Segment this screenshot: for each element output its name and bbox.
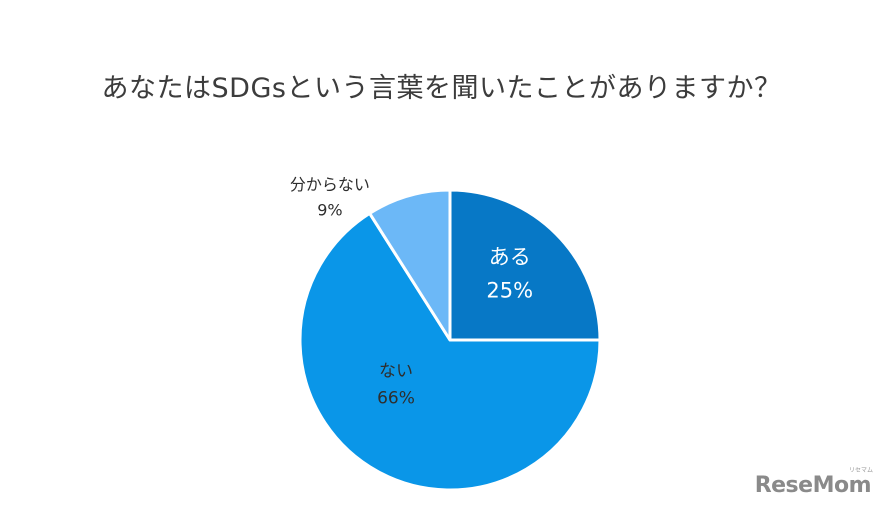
logo-small-text: リセマム — [848, 467, 873, 474]
slice-value-label: 9% — [317, 201, 342, 220]
label-nai: ない 66% — [377, 361, 415, 408]
slice-category-label: 分からない — [290, 175, 370, 194]
slice-category-label: ない — [379, 361, 413, 381]
slice-category-label: ある — [489, 245, 531, 269]
slice-nai — [298, 211, 602, 492]
chart-title: あなたはSDGsという言葉を聞いたことがありますか？ — [101, 73, 782, 104]
slice-value-label: 25% — [486, 278, 533, 302]
label-wakaranai: 分からない 9% — [290, 175, 370, 220]
slice-value-label: 66% — [377, 388, 415, 408]
resemom-logo: ReseMom リセマム — [754, 467, 873, 498]
slice-wakaranai — [368, 188, 452, 342]
label-aru: ある 25% — [486, 245, 533, 303]
logo-text: ReseMom — [754, 473, 872, 498]
slice-aru — [448, 188, 602, 342]
